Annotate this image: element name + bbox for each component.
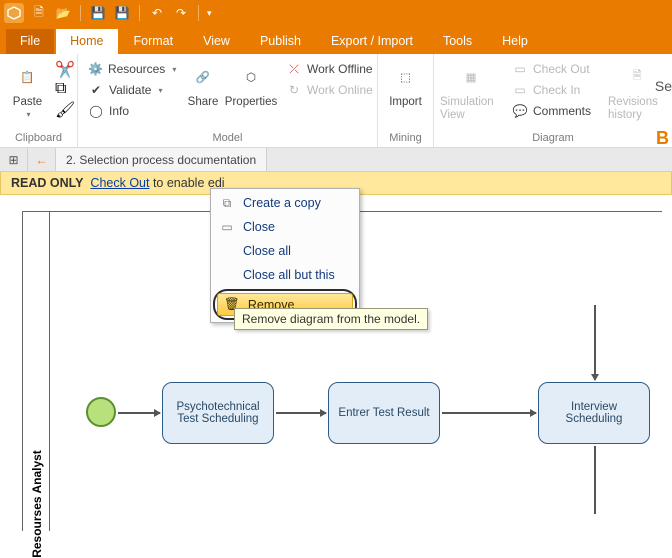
flow-line-out [594, 446, 596, 514]
tab-format[interactable]: Format [120, 29, 188, 54]
resources-button[interactable]: ⚙️Resources▾ [84, 60, 180, 78]
task-interview[interactable]: Interview Scheduling [538, 382, 650, 444]
group-clipboard-label: Clipboard [0, 130, 77, 147]
ctx-close[interactable]: ▭Close [213, 215, 357, 239]
qat-redo-icon[interactable]: ↷ [172, 4, 190, 22]
truncated-button[interactable]: Se [655, 78, 672, 94]
context-menu: ⧉Create a copy ▭Close Close all Close al… [210, 188, 360, 323]
close-icon: ▭ [219, 219, 235, 235]
offline-icon: ⤫ [286, 61, 302, 77]
tab-file[interactable]: File [6, 29, 54, 54]
ribbon-tabs: File Home Format View Publish Export / I… [0, 26, 672, 54]
revisions-icon: 🗎 [620, 60, 654, 94]
flow-arrow-in [594, 305, 596, 380]
checkin-button: ▭Check In [508, 81, 602, 99]
tooltip: Remove diagram from the model. [234, 308, 428, 330]
import-icon: ⬚ [389, 60, 423, 94]
work-offline-button[interactable]: ⤫Work Offline [282, 60, 377, 78]
lane-label: Resourses Analyst [24, 211, 50, 531]
copy-icon: ⧉ [219, 195, 235, 211]
comments-button[interactable]: 💬Comments [508, 102, 602, 120]
comments-icon: 💬 [512, 103, 528, 119]
app-logo-icon [4, 3, 24, 23]
qat-more-icon[interactable]: ▾ [207, 8, 212, 19]
import-button[interactable]: ⬚Import [384, 58, 427, 108]
flow-arrow [442, 412, 536, 414]
checkout-button: ▭Check Out [508, 60, 602, 78]
qat-saveall-icon[interactable]: 💾 [113, 4, 131, 22]
group-model-label: Model [78, 130, 377, 147]
validate-icon: ✔︎ [88, 82, 104, 98]
start-event[interactable] [86, 397, 116, 427]
paste-button[interactable]: 📋 Paste ▾ [6, 58, 49, 119]
tab-tools[interactable]: Tools [429, 29, 486, 54]
paste-label: Paste [13, 96, 42, 108]
share-icon: 🔗 [186, 60, 220, 94]
info-icon: ◯ [88, 103, 104, 119]
task-enter-result[interactable]: Entrer Test Result [328, 382, 440, 444]
resources-icon: ⚙️ [88, 61, 103, 77]
validate-button[interactable]: ✔︎Validate▾ [84, 81, 180, 99]
online-icon: ↻ [286, 82, 302, 98]
paste-icon: 📋 [11, 60, 45, 94]
tab-view[interactable]: View [189, 29, 244, 54]
cut-icon[interactable]: ✂️ [55, 60, 71, 76]
brand-b-icon: B [656, 128, 669, 149]
back-icon[interactable]: ← [28, 148, 56, 171]
qat-open-icon[interactable]: 📂 [54, 4, 72, 22]
checkout-link[interactable]: Check Out [90, 176, 149, 190]
document-tab-bar: ⊞ ← 2. Selection process documentation [0, 148, 672, 172]
ctx-close-all-but[interactable]: Close all but this [213, 263, 357, 287]
properties-button[interactable]: ⬡Properties [226, 58, 276, 108]
copy-icon[interactable]: ⧉ [55, 80, 71, 96]
ribbon: 📋 Paste ▾ ✂️ ⧉ 🖌 Clipboard ⚙️Resources▾ … [0, 54, 672, 148]
simulation-view-button: ▦Simulation View [440, 58, 502, 121]
flow-arrow [276, 412, 326, 414]
tab-publish[interactable]: Publish [246, 29, 315, 54]
group-mining-label: Mining [378, 130, 433, 147]
diagram-list-icon[interactable]: ⊞ [0, 148, 28, 171]
flow-arrow [118, 412, 160, 414]
checkout-icon: ▭ [512, 61, 528, 77]
qat-new-icon[interactable]: 🗎 [30, 4, 48, 22]
readonly-label: READ ONLY [11, 176, 83, 190]
info-button[interactable]: ◯Info [84, 102, 180, 120]
task-psychotechnical[interactable]: Psychotechnical Test Scheduling [162, 382, 274, 444]
properties-icon: ⬡ [234, 60, 268, 94]
qat-undo-icon[interactable]: ↶ [148, 4, 166, 22]
tab-help[interactable]: Help [488, 29, 542, 54]
tab-export[interactable]: Export / Import [317, 29, 427, 54]
simulation-icon: ▦ [454, 60, 488, 94]
brush-icon[interactable]: 🖌 [55, 100, 71, 116]
ctx-create-copy[interactable]: ⧉Create a copy [213, 191, 357, 215]
qat-save-icon[interactable]: 💾 [89, 4, 107, 22]
share-button[interactable]: 🔗Share [186, 58, 220, 108]
group-diagram-label: Diagram [434, 130, 672, 147]
checkin-icon: ▭ [512, 82, 528, 98]
document-tab[interactable]: 2. Selection process documentation [56, 148, 267, 171]
work-online-button: ↻Work Online [282, 81, 377, 99]
title-bar: 🗎 📂 💾 💾 ↶ ↷ ▾ [0, 0, 672, 26]
ctx-close-all[interactable]: Close all [213, 239, 357, 263]
tab-home[interactable]: Home [56, 29, 117, 54]
